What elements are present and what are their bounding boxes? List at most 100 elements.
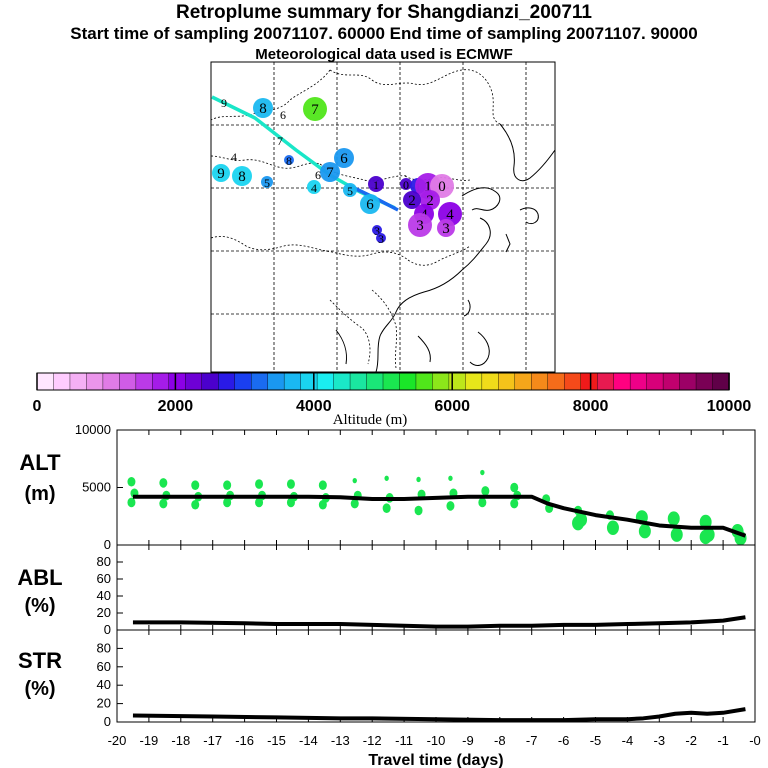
y-tick-label: 5000 [82,480,111,495]
colorbar-swatch [662,372,681,391]
altitude-scatter-point [510,482,519,493]
colorbar-swatch [300,372,318,391]
colorbar-swatch [201,372,219,391]
altitude-colorbar: 0 2000 4000 6000 8000 10000 [33,372,752,415]
altitude-scatter-point [127,476,136,487]
altitude-scatter-point [699,529,712,545]
plume-day-label: 8 [259,101,267,117]
altitude-scatter-point [382,503,391,513]
time-series-panels: ALT (m) 10000 5000 0 ABL (%) 80 60 40 20 0 STR (%) 80 6… [17,422,760,768]
panel-unit-label: (%) [24,678,55,700]
colorbar-tick-label: 4000 [296,398,332,415]
colorbar-swatch [481,372,500,391]
plume-circle [408,213,432,237]
x-tick-label: -1 [717,733,729,748]
plume-circle [303,97,327,121]
plume-day-label: 8 [238,169,246,185]
plume-circle [334,148,354,168]
altitude-scatter-point [223,497,232,508]
colorbar-swatch [218,372,236,391]
altitude-scatter-point [191,499,200,510]
colorbar-tick-label: 10000 [707,398,752,415]
plume-circle [284,155,294,165]
y-tick-label: 80 [97,554,111,569]
plume-day-label: 5 [264,176,270,190]
altitude-scatter-point [159,478,168,488]
colorbar-swatch [267,372,285,391]
altitude-scatter-point [414,505,423,516]
colorbar-swatch [86,372,104,391]
plume-day-label: 1 [424,179,432,195]
colorbar-swatch [415,372,434,391]
plume-day-label: 6 [280,108,286,122]
panel-label: STR [18,648,62,673]
altitude-scatter-point [255,497,264,508]
panel-unit-label: (%) [24,595,55,617]
plume-circle [437,219,455,237]
plume-day-label: 9 [221,96,227,110]
plume-circle [400,178,412,190]
plume-day-label: 3 [374,224,380,238]
x-tick-label: -3 [654,733,666,748]
panel-label: ALT [19,450,61,475]
panel-abl: ABL (%) 80 60 40 20 0 [17,544,756,637]
altitude-scatter-point [667,511,680,526]
plume-day-label: 3 [442,221,450,237]
map-gridlines [211,62,555,372]
plume-day-label: 9 [217,166,225,182]
colorbar-tick-label: 8000 [573,398,609,415]
altitude-scatter-point [255,479,264,489]
colorbar-swatch [102,372,121,391]
x-tick-label: -12 [363,733,382,748]
colorbar-swatch [119,372,137,391]
plume-day-label: 2 [426,193,434,209]
y-tick-label: 0 [104,622,111,637]
y-tick-label: 20 [97,605,111,620]
plume-day-label: 0 [438,179,446,195]
colorbar-swatch [629,372,648,391]
colorbar-tick-label: 6000 [434,398,470,415]
colorbar-swatch [547,372,565,391]
plume-day-label: 2 [408,193,416,209]
x-tick-label: -17 [203,733,222,748]
plume-day-label: 6 [315,168,321,182]
colorbar-swatch [135,372,154,391]
colorbar-swatch [695,372,714,391]
altitude-scatter-point [352,477,357,484]
plume-day-label: 3 [416,218,424,234]
series-line [132,707,746,723]
y-tick-label: 40 [97,677,111,692]
colorbar-swatch [514,372,532,391]
plume-circle [253,98,273,118]
y-tick-label: 60 [97,571,111,586]
altitude-scatter-point [318,499,327,510]
x-tick-label: -5 [590,733,602,748]
plume-day-label: 5 [347,184,353,198]
colorbar-swatch [316,372,335,391]
plume-day-label: 6 [340,151,348,167]
colorbar-swatch [679,372,697,391]
plume-circle [372,225,382,235]
x-tick-label: -7 [526,733,538,748]
x-tick-label: -16 [235,733,254,748]
x-tick-label: -10 [427,733,446,748]
panel-alt: ALT (m) 10000 5000 0 [19,422,756,552]
x-tick-label: -13 [331,733,350,748]
y-tick-label: 20 [97,696,111,711]
plume-circle [343,183,357,197]
altitude-scatter-point [670,527,683,542]
colorbar-swatch [36,372,55,391]
colorbar-swatch [382,372,401,391]
colorbar-swatch [580,372,598,391]
y-tick-label: 80 [97,640,111,655]
altitude-scatter-point [481,486,490,496]
x-tick-label: -6 [558,733,570,748]
plume-day-label: 3 [378,232,384,246]
plume-day-label: 1 [373,178,379,192]
colorbar-swatch [432,372,450,391]
plume-day-label: 0 [403,178,409,192]
colorbar-swatch [168,372,186,391]
sampling-time-line: Start time of sampling 20071107. 60000 E… [70,24,698,43]
plume-day-label: 4 [231,150,237,164]
colorbar-swatch [283,372,302,391]
